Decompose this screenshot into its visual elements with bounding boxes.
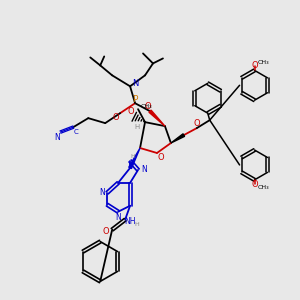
- Text: P: P: [132, 95, 138, 104]
- Text: H: H: [131, 154, 136, 160]
- Text: C: C: [74, 129, 79, 135]
- Text: N: N: [115, 213, 121, 222]
- Text: O: O: [251, 180, 258, 189]
- Text: N: N: [99, 188, 105, 197]
- Text: O: O: [103, 227, 110, 236]
- Text: O: O: [158, 154, 164, 163]
- Text: N: N: [141, 165, 147, 174]
- Text: CH₃: CH₃: [140, 104, 152, 109]
- Text: N: N: [132, 79, 138, 88]
- Text: O: O: [194, 118, 200, 127]
- Text: N: N: [55, 133, 60, 142]
- Text: H: H: [135, 222, 140, 227]
- Text: CH₃: CH₃: [258, 60, 269, 65]
- Text: H: H: [134, 124, 140, 130]
- Text: NH: NH: [124, 217, 136, 226]
- Text: O: O: [113, 113, 119, 122]
- Text: CH₃: CH₃: [258, 185, 269, 190]
- Text: O: O: [251, 61, 258, 70]
- Polygon shape: [149, 110, 165, 126]
- Text: O: O: [145, 102, 151, 111]
- Text: O: O: [128, 107, 134, 116]
- Polygon shape: [129, 148, 140, 169]
- Polygon shape: [171, 134, 184, 143]
